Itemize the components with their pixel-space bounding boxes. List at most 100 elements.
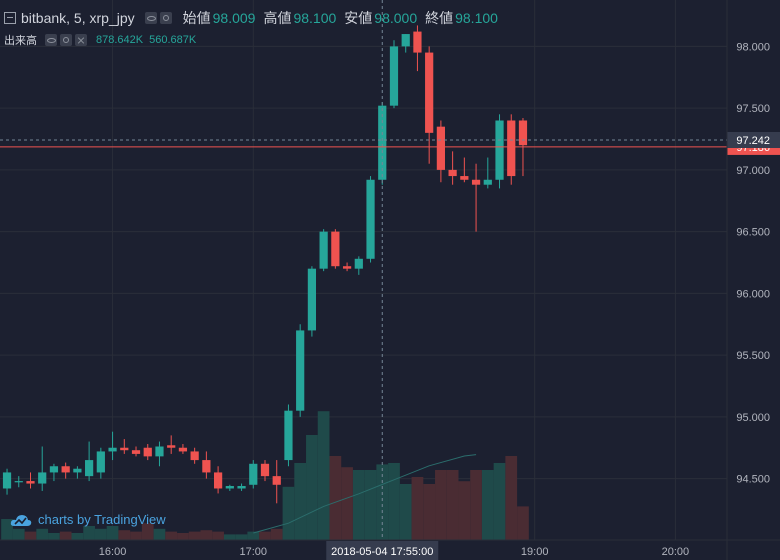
price-tick-label: 96.500 (736, 227, 770, 239)
cloud-chart-icon (10, 514, 32, 526)
candle (190, 447, 199, 464)
time-tick-label: 19:00 (521, 546, 549, 558)
candle-body (507, 120, 516, 177)
candle (167, 435, 176, 454)
volume-bar (36, 528, 49, 540)
time-tick-label: 20:00 (662, 546, 690, 558)
volume-bar (364, 470, 377, 540)
candle (331, 229, 340, 269)
candle-body (213, 472, 223, 489)
candle-body (389, 46, 399, 106)
candle-body (202, 460, 211, 473)
candle (213, 466, 223, 494)
candle-body (401, 34, 410, 47)
candle-body (73, 468, 82, 473)
crosshair-price-label: 97.242 (736, 135, 770, 147)
crosshair-time-tag (326, 541, 439, 560)
volume-bar (247, 531, 260, 540)
candle-body (260, 463, 270, 477)
candle-body (342, 266, 352, 269)
volume-bar (399, 484, 412, 540)
candle (85, 441, 94, 482)
candle-body (38, 472, 47, 484)
candle-body (518, 120, 528, 146)
candle (120, 439, 129, 454)
candle (260, 460, 270, 482)
price-axis-bg (727, 0, 780, 540)
volume-legend: 出来高 878.642K 560.687K (4, 32, 196, 48)
candle-body (131, 450, 141, 454)
volume-bar (59, 531, 72, 540)
price-tick-label: 96.000 (736, 288, 770, 300)
candle (389, 40, 399, 109)
volume-bar (470, 470, 482, 540)
volume-bar (270, 528, 283, 540)
volume-bar (106, 526, 119, 540)
price-tick-label: 95.500 (736, 350, 770, 362)
candle-body (471, 179, 481, 185)
candle (61, 462, 70, 479)
volume-bar (341, 467, 353, 540)
candle (108, 431, 117, 461)
volume-bar (130, 531, 142, 540)
volume-bar (1, 519, 13, 540)
volume-bar (188, 531, 201, 540)
volume-bar (177, 533, 189, 540)
candle-body (225, 486, 234, 489)
collapse-legend-icon[interactable] (4, 12, 16, 24)
volume-bar (388, 463, 400, 540)
candle (249, 460, 258, 489)
volume-bar (352, 470, 365, 540)
candle-body (190, 451, 199, 461)
candle-body (120, 447, 129, 451)
candle (448, 151, 457, 185)
volume-bar (94, 528, 107, 540)
volume-ma-line (253, 454, 477, 534)
volume-bar (153, 528, 166, 540)
candle (296, 324, 305, 417)
price-tick-label: 97.500 (736, 103, 770, 115)
candle-body (366, 179, 375, 259)
candle (143, 444, 152, 461)
eye-icon[interactable] (144, 12, 157, 24)
candle-body (85, 460, 94, 477)
volume-value: 878.642K (96, 34, 144, 46)
price-axis[interactable]: 98.000 97.500 97.000 96.500 96.000 95.500 95.0… (727, 0, 780, 540)
candle-body (237, 486, 246, 489)
candle (436, 120, 445, 183)
volume-bar (24, 531, 37, 540)
tradingview-watermark[interactable]: charts by TradingView (10, 512, 166, 527)
volume-ma-value: 560.687K (149, 34, 197, 46)
candle (413, 25, 422, 72)
candle-body (284, 410, 293, 461)
watermark-text: charts by TradingView (38, 512, 166, 527)
candle (471, 163, 481, 232)
gear-icon[interactable] (159, 12, 172, 24)
candle (202, 451, 211, 479)
candle (425, 46, 434, 164)
volume-bar (71, 533, 84, 540)
close-icon[interactable] (75, 34, 87, 46)
volume-bar (294, 463, 307, 540)
candle-body (331, 231, 340, 267)
volume-bar (118, 530, 131, 540)
candle-body (413, 31, 422, 53)
volume-bar (223, 534, 236, 540)
candle-body (249, 463, 258, 485)
volume-bar (446, 470, 459, 540)
eye-icon[interactable] (45, 34, 57, 46)
high-label: 高値 (263, 10, 292, 26)
candle-body (460, 176, 469, 180)
volume-bar (376, 464, 389, 540)
candle (14, 476, 23, 488)
volume-bar (200, 530, 213, 540)
candle-body (61, 466, 70, 473)
candle (73, 466, 82, 479)
candle-body (296, 330, 305, 411)
volume-bar (259, 531, 271, 540)
gear-icon[interactable] (60, 34, 72, 46)
candle-body (155, 446, 164, 457)
volume-bar (306, 435, 318, 540)
